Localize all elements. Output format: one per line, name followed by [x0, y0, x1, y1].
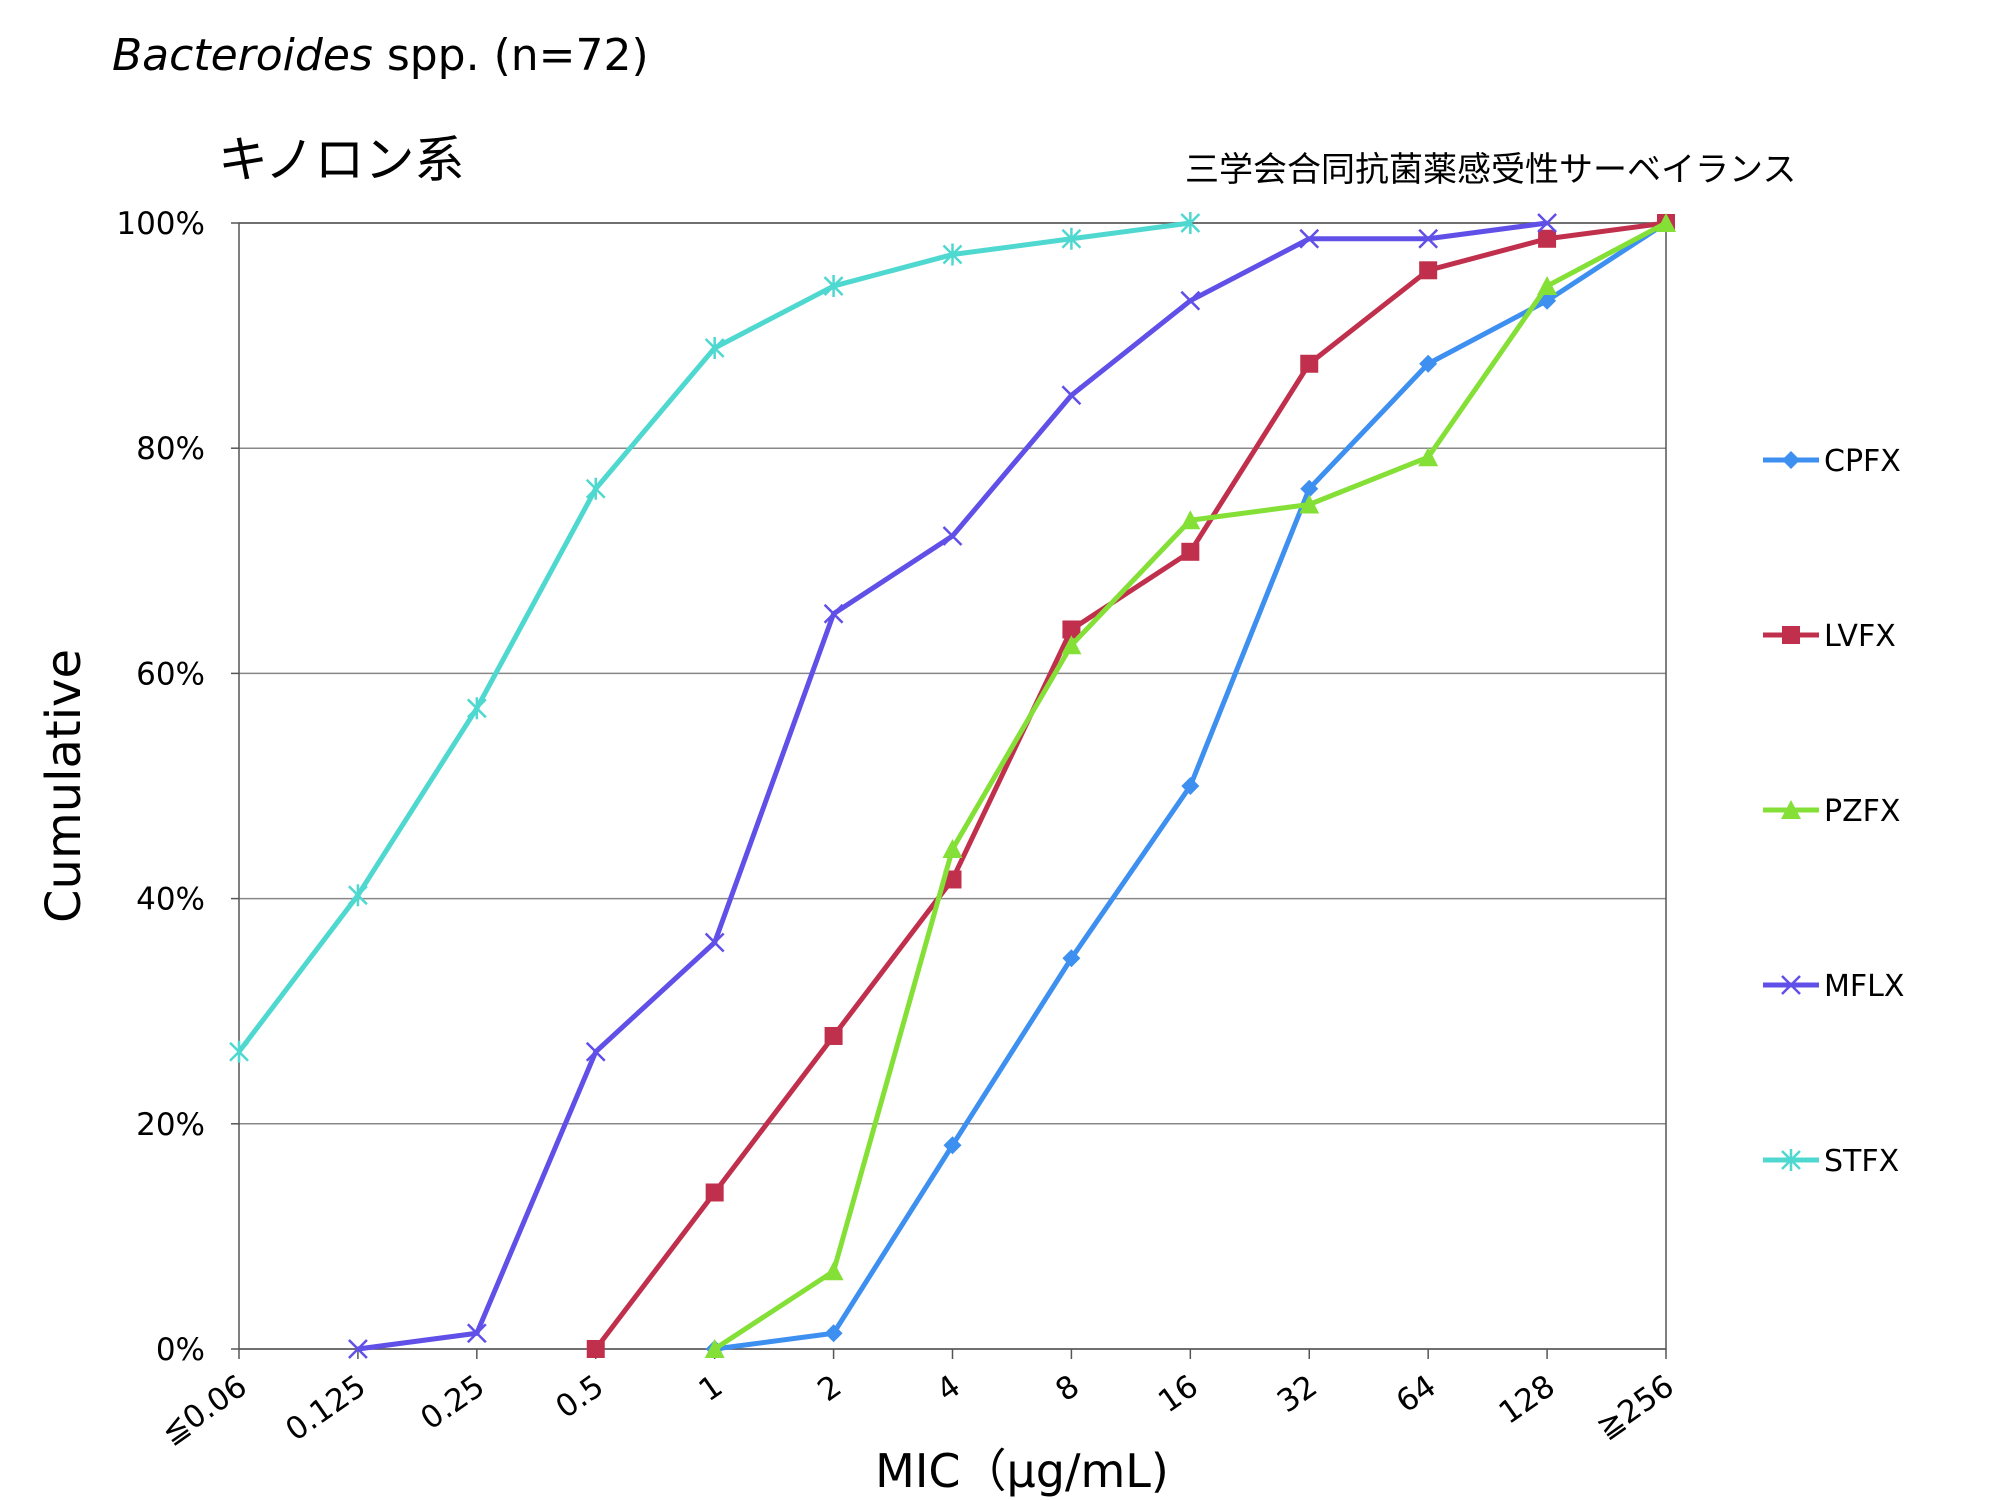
point-cpfx-8: [1062, 949, 1081, 968]
point-pzfx-64: [1418, 447, 1439, 467]
y-tick-label: 20%: [136, 1107, 205, 1143]
legend-label: CPFX: [1824, 444, 1901, 479]
chart-title-organism: Bacteroides: [112, 30, 373, 81]
point-pzfx-8: [1061, 635, 1082, 655]
grid-lines: [239, 222, 1666, 1350]
point-mflx-4: [942, 526, 963, 546]
point-mflx-0-5: [585, 1041, 606, 1062]
legend-marker-pzfx: [1781, 800, 1801, 819]
point-cpfx-16: [1181, 777, 1200, 795]
y-tick-label: 80%: [136, 431, 205, 467]
chart-title: Bacteroides spp. (n=72): [112, 30, 649, 81]
legend-label: MFLX: [1824, 969, 1904, 1004]
point-lvfx-0-5: [586, 1340, 605, 1358]
point-pzfx-16: [1180, 510, 1201, 530]
x-tick-label: 4: [930, 1368, 967, 1409]
x-axis-ticks: ≦0.06 0.125 0.25 0.5 1 2 4 8 16 32 64 128 ≧256: [155, 1349, 1681, 1452]
y-axis-label: Cumulative: [36, 649, 92, 923]
point-pzfx-2: [823, 1261, 844, 1281]
x-tick-label: ≦0.06: [155, 1368, 253, 1452]
point-lvfx-128: [1538, 229, 1557, 248]
legend-label: STFX: [1824, 1144, 1899, 1179]
point-cpfx-32: [1300, 479, 1319, 498]
point-mflx-8: [1061, 385, 1082, 406]
series-stfx: [229, 212, 1201, 1063]
legend-marker-lvfx: [1782, 626, 1800, 644]
legend-marker-stfx: [1781, 1149, 1801, 1171]
chart-title-count: spp. (n=72): [372, 30, 649, 81]
legend-item-pzfx: PZFX: [1763, 794, 1900, 829]
point-stfx-0-5: [585, 477, 606, 500]
y-tick-label: 60%: [136, 656, 205, 692]
series-layer: [229, 212, 1676, 1359]
point-cpfx-2: [824, 1324, 843, 1343]
point-lvfx-2: [824, 1026, 843, 1045]
x-tick-label: 128: [1493, 1368, 1562, 1431]
point-pzfx-128: [1537, 276, 1558, 296]
series-line-mflx: [357, 220, 1548, 1352]
point-mflx-64: [1418, 228, 1439, 249]
series-mflx: [348, 213, 1557, 1359]
point-mflx-16: [1180, 290, 1201, 311]
point-stfx-1: [704, 336, 725, 359]
x-tick-label: 32: [1271, 1368, 1324, 1420]
point-lvfx-4: [943, 870, 962, 889]
series-cpfx: [705, 214, 1675, 1358]
y-tick-label: 0%: [156, 1332, 205, 1368]
point-mflx-0-125: [348, 1339, 368, 1359]
legend-item-mflx: MFLX: [1763, 969, 1904, 1004]
legend-item-stfx: STFX: [1763, 1144, 1899, 1179]
series-line-lvfx: [593, 220, 1667, 1351]
point-stfx-0-06: [229, 1040, 249, 1063]
point-mflx-1: [704, 932, 725, 953]
point-pzfx-4: [942, 839, 963, 859]
y-tick-label: 40%: [136, 882, 205, 918]
point-pzfx-256: [1656, 213, 1676, 232]
point-cpfx-64: [1419, 354, 1438, 373]
x-tick-label: 0.5: [549, 1368, 610, 1426]
point-cpfx-4: [943, 1136, 962, 1155]
x-tick-label: ≧256: [1590, 1368, 1680, 1446]
chart-subtitle: キノロン系: [218, 131, 465, 189]
point-lvfx-16: [1181, 542, 1200, 561]
series-pzfx: [704, 213, 1676, 1358]
x-tick-label: 1: [692, 1368, 729, 1409]
point-stfx-0-25: [466, 697, 487, 720]
legend-item-lvfx: LVFX: [1763, 619, 1896, 654]
chart-source: 三学会合同抗菌薬感受性サーベイランス: [1185, 150, 1797, 190]
legend-label: PZFX: [1824, 794, 1900, 829]
x-tick-label: 8: [1049, 1368, 1086, 1409]
legend: CPFX LVFX PZFX MFLX STFX: [1763, 444, 1904, 1179]
x-tick-label: 0.125: [279, 1368, 372, 1448]
point-lvfx-8: [1062, 620, 1081, 639]
x-tick-label: 0.25: [414, 1368, 491, 1437]
point-pzfx-1: [704, 1339, 725, 1358]
x-tick-label: 16: [1152, 1368, 1205, 1420]
point-lvfx-1: [705, 1183, 724, 1202]
legend-item-cpfx: CPFX: [1763, 444, 1901, 479]
point-stfx-2: [823, 275, 844, 298]
point-lvfx-64: [1419, 261, 1438, 280]
legend-marker-mflx: [1781, 975, 1801, 995]
legend-marker-cpfx: [1782, 451, 1800, 469]
point-mflx-32: [1299, 228, 1320, 249]
x-tick-label: 64: [1390, 1368, 1443, 1420]
point-stfx-8: [1061, 227, 1082, 250]
x-axis-label: MIC（μg/mL): [875, 1444, 1169, 1498]
point-lvfx-32: [1300, 354, 1319, 373]
point-stfx-4: [942, 243, 963, 266]
point-stfx-0-125: [348, 884, 368, 907]
y-tick-label: 100%: [116, 206, 205, 242]
y-axis-ticks: 0% 20% 40% 60% 80% 100%: [116, 206, 239, 1368]
x-tick-label: 2: [811, 1368, 848, 1409]
point-stfx-16: [1180, 212, 1201, 234]
series-lvfx: [586, 214, 1675, 1358]
point-pzfx-32: [1299, 494, 1320, 514]
legend-label: LVFX: [1824, 619, 1896, 654]
point-mflx-2: [823, 603, 844, 624]
point-mflx-128: [1537, 213, 1557, 233]
plot-area-frame: [238, 222, 1667, 1350]
point-mflx-0-25: [466, 1323, 487, 1344]
